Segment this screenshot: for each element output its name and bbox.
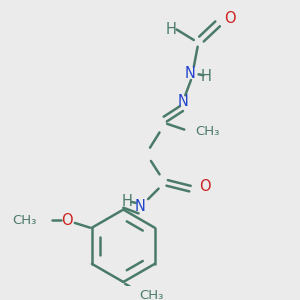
Text: O: O — [200, 179, 211, 194]
Text: H: H — [166, 22, 176, 37]
Text: H: H — [201, 69, 212, 84]
Text: N: N — [135, 199, 146, 214]
Text: N: N — [178, 94, 189, 110]
Text: O: O — [224, 11, 236, 26]
Text: O: O — [61, 213, 73, 228]
Text: N: N — [184, 66, 195, 81]
Text: CH₃: CH₃ — [140, 289, 164, 300]
Text: H: H — [122, 194, 133, 209]
Text: CH₃: CH₃ — [195, 125, 219, 138]
Text: CH₃: CH₃ — [12, 214, 37, 226]
